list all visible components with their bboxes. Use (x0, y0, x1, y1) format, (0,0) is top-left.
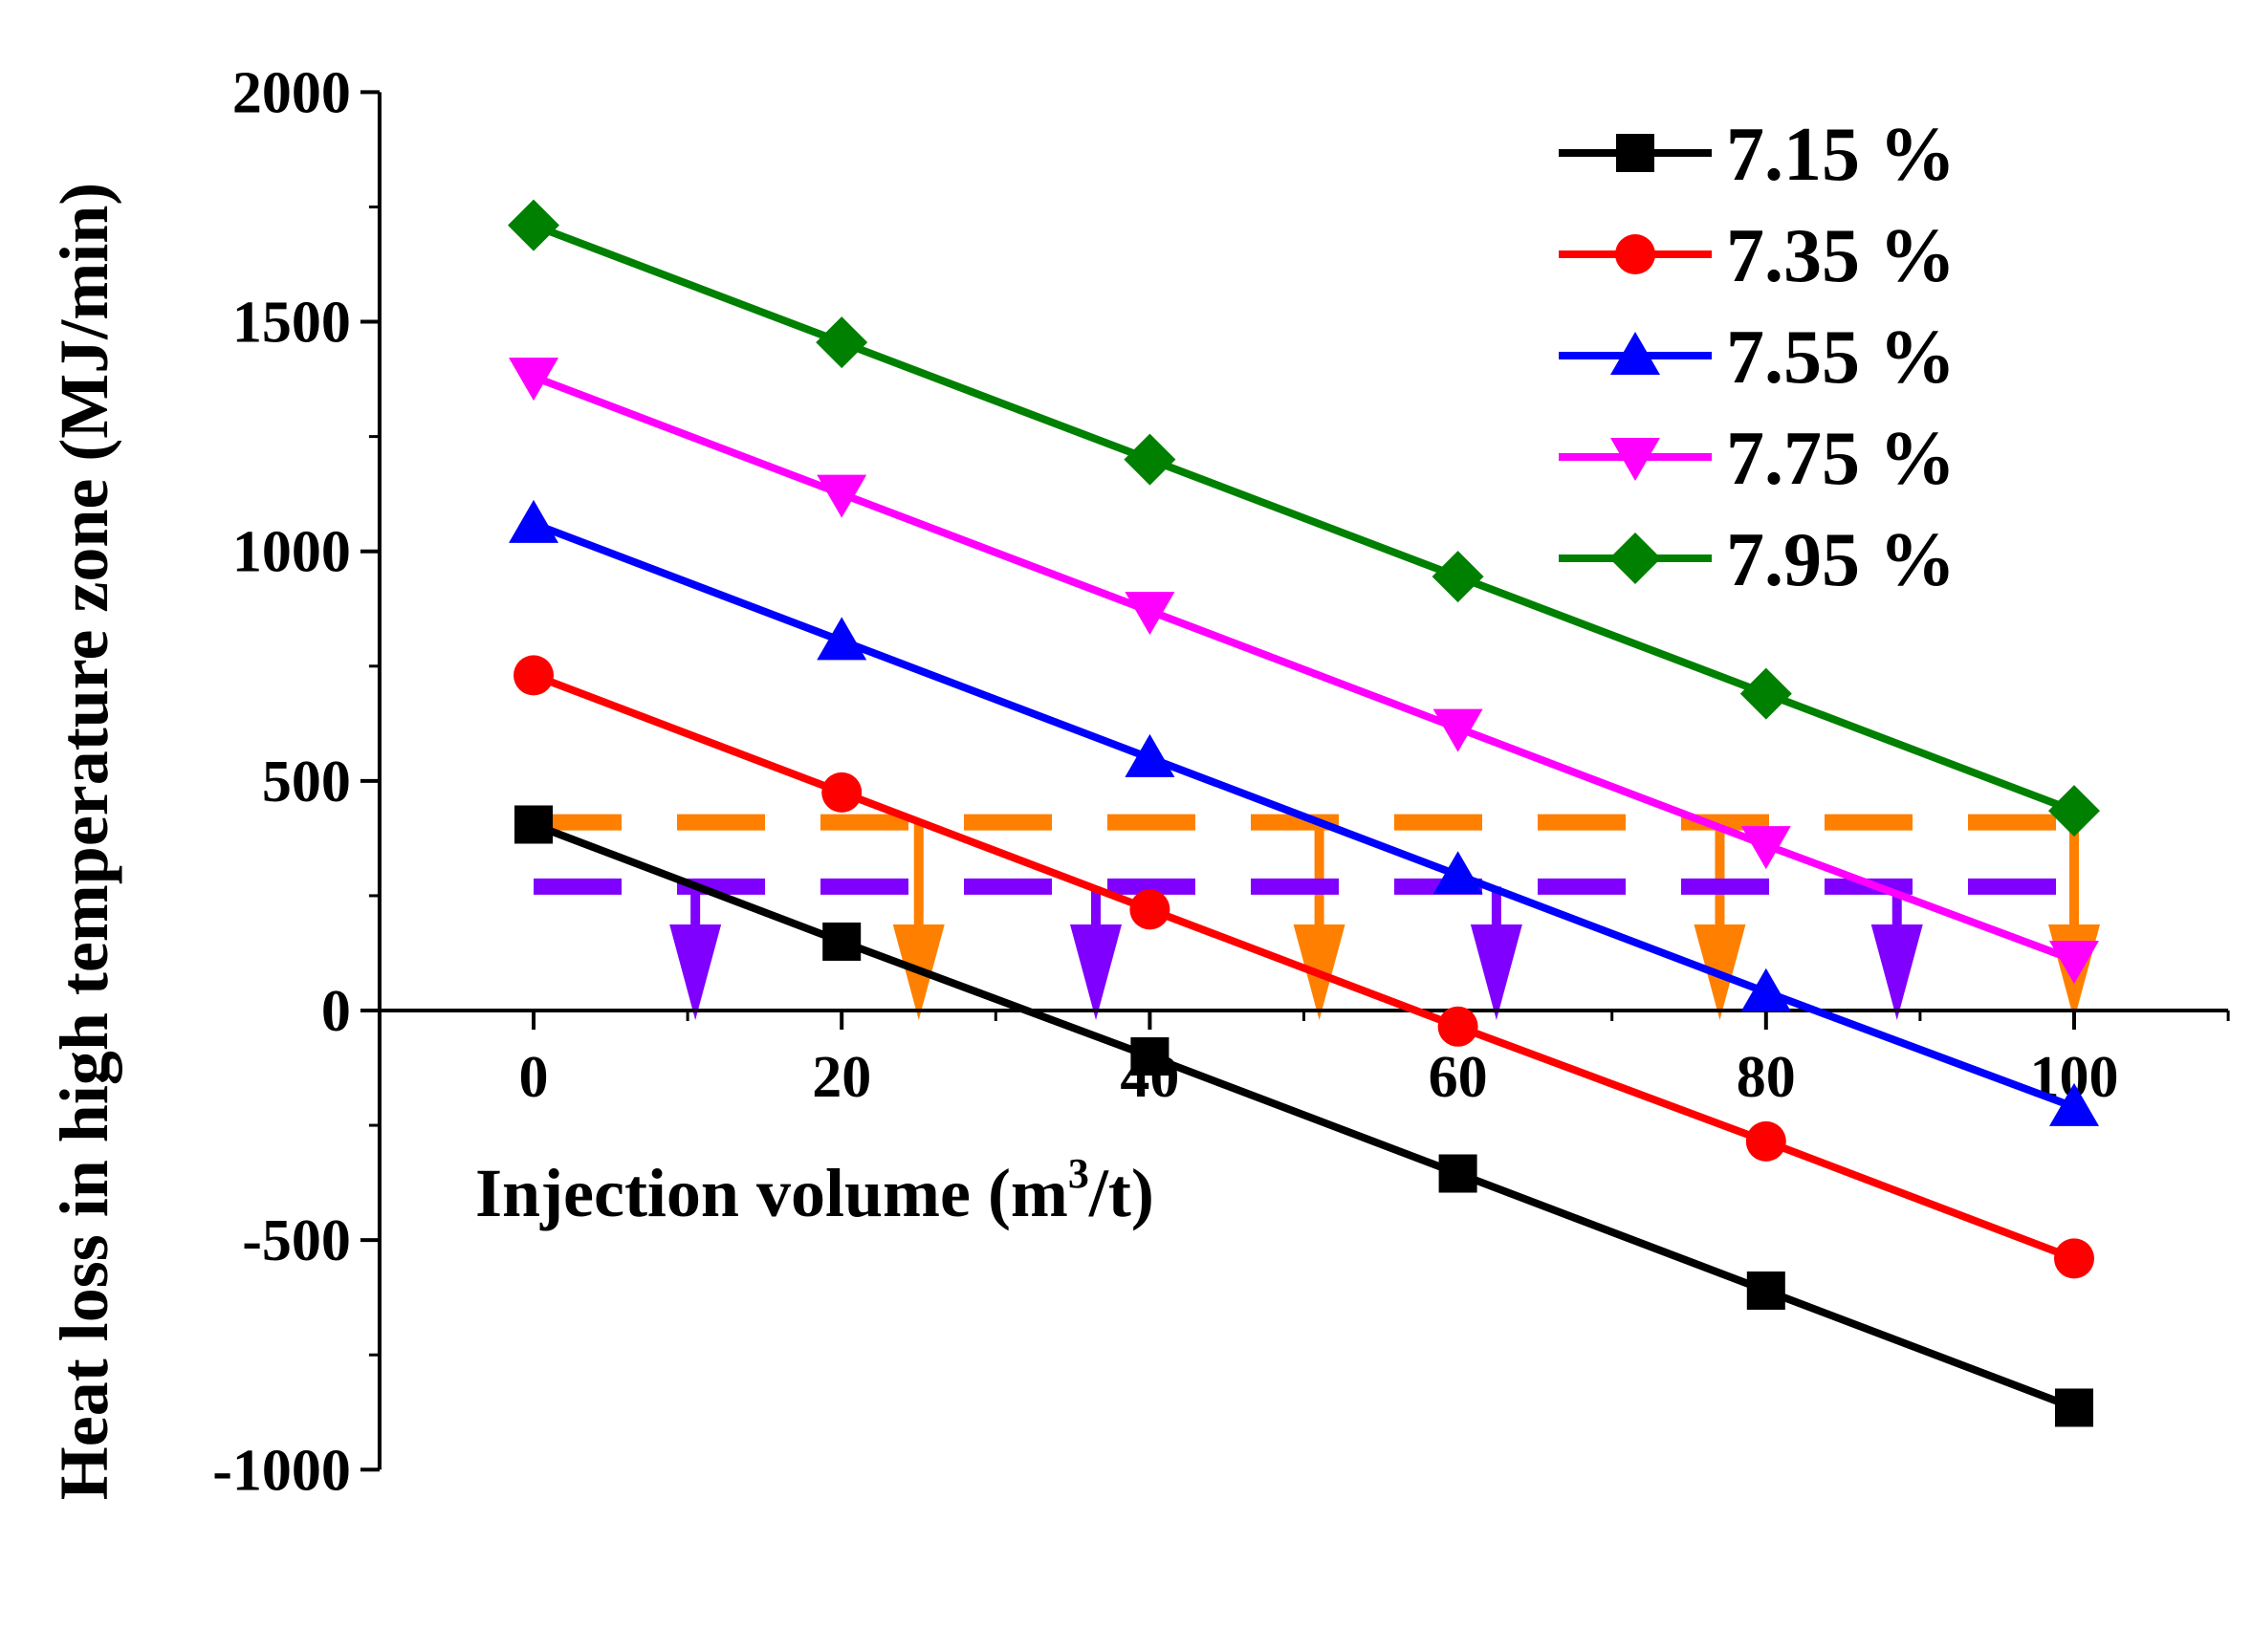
data-point (817, 474, 867, 518)
data-point (821, 772, 863, 813)
y-tick-label: 0 (321, 979, 351, 1044)
x-tick-label: 0 (519, 1045, 549, 1110)
x-axis-title: Injection volume (m3/t) (475, 1150, 1154, 1231)
data-series (508, 199, 2100, 1427)
legend-label: 7.95 % (1726, 518, 1956, 602)
x-tick-label: 20 (812, 1045, 871, 1110)
data-point (816, 316, 868, 369)
legend-label: 7.75 % (1726, 417, 1956, 501)
data-point (1739, 667, 1792, 720)
data-point (1438, 1154, 1477, 1193)
x-tick-label: 80 (1737, 1045, 1796, 1110)
y-tick-label: -1000 (212, 1438, 351, 1503)
data-point (1129, 889, 1170, 930)
purple-threshold-arrow-head (669, 924, 722, 1020)
data-point (1432, 551, 1484, 603)
data-point (514, 805, 553, 844)
data-point (817, 617, 867, 661)
legend-marker (1615, 234, 1655, 274)
y-axis-title: Heat loss in high temperature zone (MJ/m… (46, 183, 122, 1501)
y-tick-label: 1500 (232, 291, 351, 356)
data-point (2054, 1238, 2094, 1279)
legend-marker (1610, 332, 1660, 375)
data-point (1740, 826, 1791, 870)
reference-lines (534, 814, 2100, 1020)
series-line-0 (532, 820, 2076, 1412)
data-point (1432, 708, 1483, 752)
y-tick-label: 2000 (232, 60, 351, 125)
data-point (1740, 967, 1791, 1011)
data-point (2055, 1388, 2093, 1427)
data-point (822, 922, 862, 961)
data-point (1437, 1006, 1478, 1047)
series-line-1 (532, 671, 2076, 1263)
legend-label: 7.15 % (1726, 113, 1956, 197)
series-line-2 (532, 520, 2076, 1111)
legend: 7.15 % 7.35 % 7.55 % 7.75 % 7.95 % (1559, 113, 1956, 602)
data-point (1124, 433, 1176, 486)
data-point (1130, 1037, 1170, 1076)
purple-threshold-arrow-head (1470, 924, 1522, 1020)
y-tick-label: 1000 (232, 520, 351, 585)
purple-threshold-arrow-head (1870, 924, 1923, 1020)
data-point (1746, 1271, 1785, 1310)
data-point (1125, 733, 1175, 777)
series-line-3 (532, 373, 2076, 964)
legend-label: 7.35 % (1726, 214, 1956, 298)
purple-threshold-arrow-head (1070, 924, 1123, 1020)
data-point (1432, 851, 1483, 895)
legend-marker (1610, 438, 1660, 481)
data-point (2049, 1082, 2099, 1126)
series-line-4 (532, 221, 2076, 815)
legend-marker (1609, 533, 1661, 584)
data-point (514, 655, 554, 696)
data-point (2048, 785, 2100, 837)
data-point (508, 199, 559, 251)
y-tick-label: 500 (262, 750, 351, 815)
legend-label: 7.55 % (1726, 315, 1956, 400)
data-point (509, 499, 558, 543)
data-point (1125, 592, 1175, 636)
data-point (1745, 1120, 1786, 1162)
x-tick-label: 60 (1429, 1045, 1488, 1110)
y-tick-label: -500 (242, 1208, 351, 1273)
data-point (2049, 941, 2099, 985)
data-point (509, 358, 558, 402)
legend-marker (1616, 134, 1654, 172)
